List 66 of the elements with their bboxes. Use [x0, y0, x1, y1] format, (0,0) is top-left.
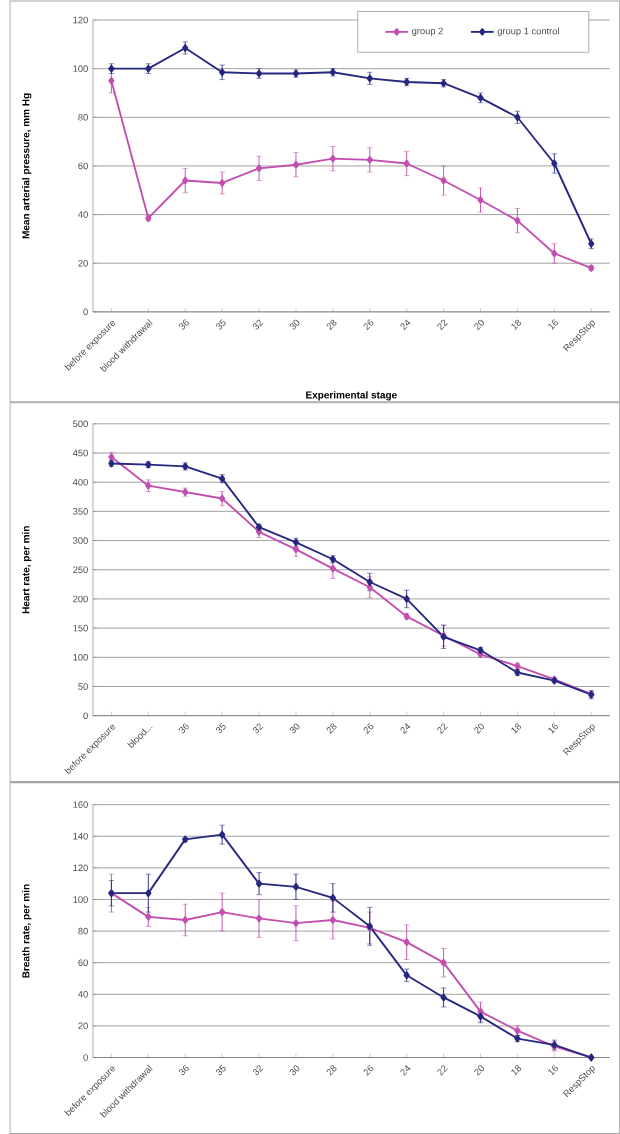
y-tick-label: 500 — [72, 420, 88, 428]
y-tick-label: 100 — [73, 896, 88, 903]
y-tick-label: 60 — [78, 162, 88, 170]
y-tick-label: 20 — [78, 259, 88, 267]
x-tick-label: 26 — [363, 1065, 374, 1076]
y-tick-label: 60 — [78, 959, 88, 966]
y-tick-label: 0 — [83, 1054, 88, 1061]
x-tick-label: 35 — [215, 722, 226, 734]
x-tick-label: 18 — [511, 723, 521, 734]
x-tick-label: 32 — [252, 723, 264, 734]
x-tick-label: 35 — [215, 1064, 226, 1076]
x-tick-label: 22 — [437, 1065, 448, 1076]
y-tick-label: 100 — [73, 654, 88, 661]
y-tick-label: 40 — [77, 991, 88, 998]
x-tick-label: 20 — [474, 723, 484, 734]
y-tick-label: 450 — [72, 449, 88, 457]
y-tick-label: 250 — [73, 566, 88, 574]
x-tick-label: 32 — [252, 1065, 264, 1076]
y-tick-label: 300 — [72, 537, 88, 544]
y-tick-label: 160 — [73, 801, 88, 808]
y-tick-label: 400 — [72, 478, 88, 486]
y-tick-label: 20 — [78, 1022, 88, 1030]
x-tick-label: 28 — [326, 1065, 337, 1076]
x-tick-label: 22 — [437, 319, 448, 331]
y-tick-label: 80 — [78, 114, 88, 121]
y-tick-label: 0 — [83, 308, 88, 316]
y-tick-label: 80 — [78, 927, 88, 935]
x-tick-label: 18 — [511, 319, 521, 330]
x-tick-label: 16 — [548, 319, 558, 330]
x-tick-label: 28 — [326, 319, 337, 331]
x-tick-label: 36 — [178, 319, 189, 330]
x-tick-label: 22 — [437, 723, 448, 734]
x-tick-label: 24 — [400, 1065, 411, 1076]
y-tick-label: 100 — [73, 65, 88, 72]
legend-label: group 1 control — [497, 27, 559, 37]
x-tick-label: 24 — [400, 723, 411, 734]
y-tick-label: 200 — [73, 595, 88, 603]
x-tick-label: 16 — [548, 1065, 558, 1076]
y-axis-title: Heart rate, per min — [21, 526, 32, 614]
x-tick-label: 30 — [289, 723, 300, 734]
x-tick-label: 26 — [363, 723, 374, 734]
x-tick-label: 24 — [400, 319, 411, 331]
x-tick-label: 30 — [289, 1065, 300, 1076]
x-tick-label: 18 — [511, 1065, 521, 1076]
x-tick-label: 28 — [326, 723, 337, 734]
y-tick-label: 140 — [73, 832, 88, 840]
x-tick-label: 30 — [289, 319, 300, 330]
x-tick-label: 36 — [178, 723, 189, 734]
legend-label: group 2 — [411, 27, 443, 37]
y-axis-title: Mean arterial pressure, mm Hg — [21, 93, 32, 239]
y-tick-label: 120 — [73, 864, 88, 872]
x-tick-label: 20 — [474, 1065, 484, 1076]
y-tick-label: 0 — [83, 712, 88, 719]
y-tick-label: 50 — [78, 683, 88, 690]
y-tick-label: 350 — [72, 508, 88, 515]
y-tick-label: 40 — [77, 211, 88, 218]
y-axis-title: Breath rate, per min — [21, 884, 32, 978]
x-tick-label: 26 — [363, 319, 374, 331]
x-tick-label: 36 — [178, 1065, 189, 1076]
y-tick-label: 150 — [73, 624, 88, 632]
x-tick-label: 20 — [474, 319, 484, 331]
x-tick-label: 35 — [215, 319, 226, 330]
x-tick-label: 16 — [548, 723, 558, 734]
y-tick-label: 120 — [73, 16, 88, 24]
x-tick-label: 32 — [252, 319, 264, 330]
x-axis-title: Experimental stage — [306, 391, 397, 401]
